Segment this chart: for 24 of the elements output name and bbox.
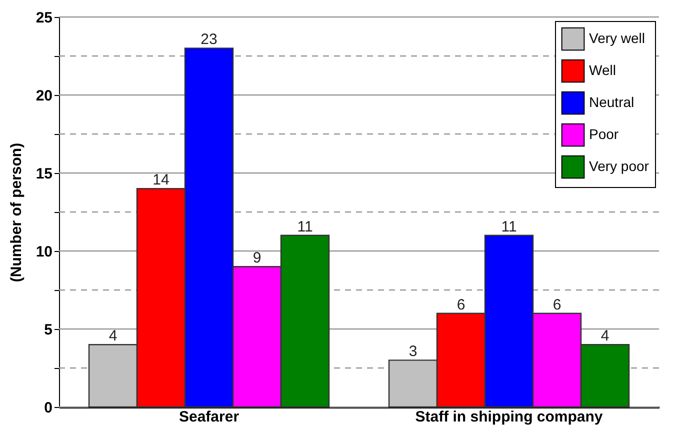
legend-label: Poor bbox=[589, 126, 619, 142]
data-label: 23 bbox=[200, 31, 218, 48]
x-tick-label: Staff in shipping company bbox=[415, 408, 604, 426]
y-tick-label: 5 bbox=[44, 322, 52, 338]
data-label: 11 bbox=[297, 218, 313, 236]
data-label: 9 bbox=[252, 250, 262, 267]
legend-label: Very poor bbox=[589, 158, 650, 174]
data-label: 6 bbox=[456, 296, 466, 314]
y-tick-label: 10 bbox=[36, 244, 52, 260]
data-label: 11 bbox=[501, 218, 517, 236]
y-tick-label: 15 bbox=[36, 166, 52, 182]
y-tick-label: 0 bbox=[44, 400, 52, 416]
data-label: 14 bbox=[152, 172, 170, 189]
legend-label: Very well bbox=[589, 30, 646, 46]
legend-label: Neutral bbox=[589, 94, 634, 110]
data-label: 4 bbox=[600, 328, 610, 345]
data-label: 3 bbox=[408, 343, 418, 360]
data-label: 6 bbox=[552, 296, 562, 314]
y-tick-label: 25 bbox=[36, 10, 52, 26]
legend-label: Well bbox=[589, 62, 616, 78]
y-tick-label: 20 bbox=[36, 88, 52, 104]
data-label: 4 bbox=[108, 328, 118, 345]
x-tick-label: Seafarer bbox=[178, 408, 240, 426]
y-axis-title: (Number of person) bbox=[8, 142, 25, 282]
